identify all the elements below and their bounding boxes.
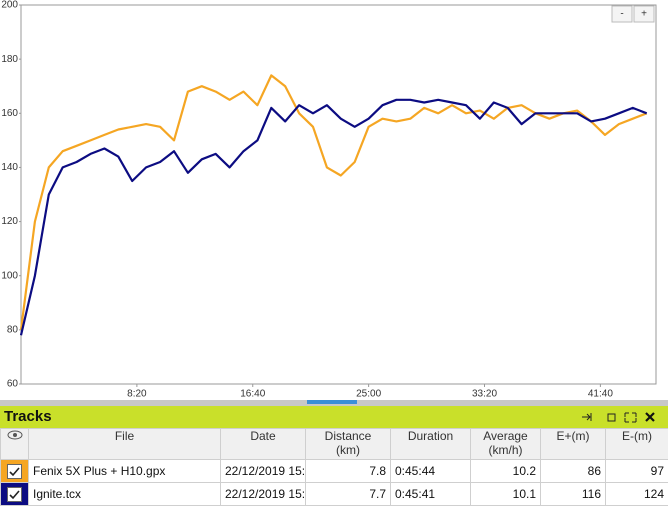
y-tick-label: 60 [7,379,19,390]
column-label: File [33,429,216,443]
x-tick-label: 25:00 [356,389,381,400]
y-tick-label: 160 [1,108,18,119]
checkbox-cell[interactable] [1,483,29,506]
table-cell: 97 [606,460,668,483]
x-tick-label: 33:20 [472,389,497,400]
tracks-title: Tracks [4,408,52,425]
y-tick-label: 140 [1,162,18,173]
x-tick-label: 16:40 [240,389,265,400]
column-header[interactable]: File [29,429,221,460]
column-header[interactable]: E+(m) [541,429,606,460]
column-label: Date [225,429,301,443]
checkbox[interactable] [7,464,22,479]
table-cell: 124 [606,483,668,506]
plot-area [21,5,656,384]
table-cell: Fenix 5X Plus + H10.gpx [29,460,221,483]
checkbox[interactable] [7,487,22,502]
column-header[interactable]: Date [221,429,306,460]
zoom-in-label[interactable]: + [641,9,647,20]
table-cell: 10.2 [471,460,541,483]
tracks-panel: Tracks File Date Distance(km) Duration Avera… [0,400,668,504]
restore-icon[interactable] [608,414,615,421]
column-header[interactable]: Distance(km) [306,429,391,460]
tracks-header: Tracks [0,406,668,428]
column-header[interactable]: E-(m) [606,429,668,460]
eye-icon [7,429,23,441]
table-cell: Ignite.tcx [29,483,221,506]
column-label: E-(m) [610,429,664,443]
column-label: E+(m) [545,429,601,443]
tracks-table: File Date Distance(km) Duration Average(km/h… [0,428,668,506]
y-tick-label: 200 [1,0,18,11]
table-cell: 7.7 [306,483,391,506]
table-cell: 7.8 [306,460,391,483]
column-header[interactable]: Average(km/h) [471,429,541,460]
collapse-icon[interactable] [582,413,591,421]
close-icon[interactable] [646,413,654,421]
visibility-header[interactable] [1,429,29,460]
scroll-thumb[interactable] [307,400,357,404]
checkbox-cell[interactable] [1,460,29,483]
column-unit: (km) [310,443,386,457]
check-mark [8,465,21,478]
chart: - + 60 80 100 120 140 160 180 200 8:20 16:40 25:00… [0,0,668,400]
column-label: Distance [310,429,386,443]
y-tick-label: 180 [1,54,18,65]
y-tick-label: 100 [1,270,18,281]
check-mark [8,488,21,501]
column-header[interactable]: Duration [391,429,471,460]
column-label: Average [475,429,536,443]
y-tick-label: 80 [7,324,19,335]
maximize-icon[interactable] [625,413,636,422]
panel-icons [580,411,660,423]
table-cell: 22/12/2019 15:3 [221,483,306,506]
table-cell: 22/12/2019 15:3 [221,460,306,483]
x-tick-label: 41:40 [588,389,613,400]
table-cell: 0:45:41 [391,483,471,506]
column-unit: (km/h) [475,443,536,457]
table-cell: 0:45:44 [391,460,471,483]
x-tick-label: 8:20 [127,389,147,400]
table-cell: 10.1 [471,483,541,506]
column-label: Duration [395,429,466,443]
y-tick-label: 120 [1,216,18,227]
table-cell: 86 [541,460,606,483]
zoom-out-label[interactable]: - [620,9,623,20]
table-cell: 116 [541,483,606,506]
